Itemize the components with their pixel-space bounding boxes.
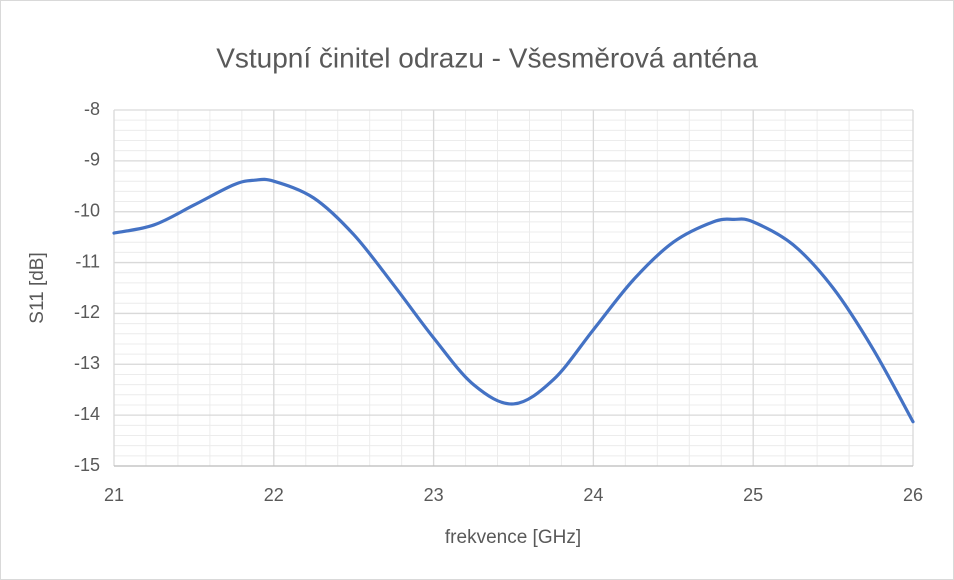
y-tick-label: -10 <box>74 200 100 220</box>
y-tick-label: -15 <box>74 455 100 475</box>
y-tick-label: -13 <box>74 353 100 373</box>
x-tick-label: 25 <box>743 485 763 505</box>
x-tick-label: 24 <box>583 485 603 505</box>
y-tick-label: -11 <box>75 251 100 271</box>
data-line <box>112 177 915 424</box>
x-tick-label: 23 <box>424 485 444 505</box>
x-axis-label: frekvence [GHz] <box>445 527 581 548</box>
y-tick-label: -12 <box>74 302 100 322</box>
y-axis-label: S11 [dB] <box>27 252 48 323</box>
x-tick-label: 26 <box>903 485 923 505</box>
y-tick-label: -14 <box>74 404 100 424</box>
chart-title: Vstupní činitel odrazu - Všesměrová anté… <box>216 42 758 73</box>
x-tick-label: 22 <box>264 485 284 505</box>
y-tick-label: -9 <box>84 150 100 170</box>
x-tick-label: 21 <box>104 485 124 505</box>
y-tick-label: -8 <box>84 99 100 119</box>
